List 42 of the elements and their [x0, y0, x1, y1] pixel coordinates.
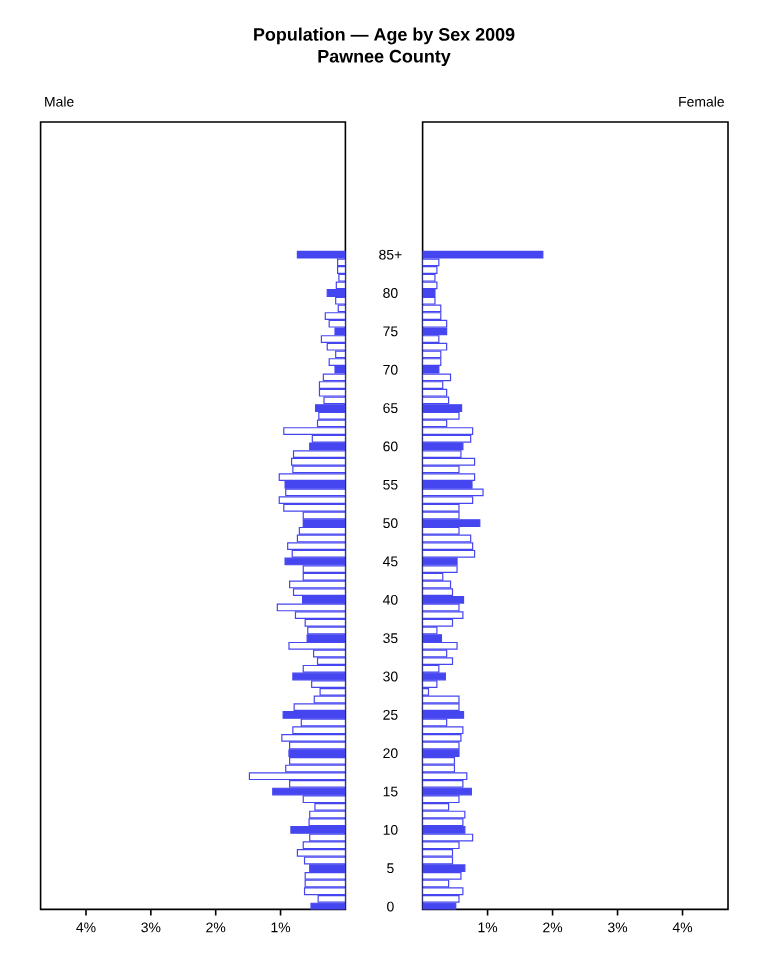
bar: [422, 565, 458, 574]
bar: [422, 434, 472, 443]
bar: [422, 335, 440, 343]
bar: [422, 756, 456, 765]
bar: [422, 749, 460, 758]
bar: [289, 756, 346, 765]
bar: [318, 388, 346, 397]
bar: [422, 358, 442, 366]
bar: [422, 657, 454, 666]
bar: [292, 450, 346, 458]
bar: [422, 427, 474, 435]
bar: [320, 335, 346, 343]
bar: [302, 519, 346, 527]
bar: [288, 749, 346, 758]
bar: [302, 841, 346, 850]
bar: [422, 266, 438, 274]
bar: [310, 902, 346, 910]
bar: [284, 480, 346, 489]
bar: [318, 381, 346, 389]
bar: [422, 848, 454, 857]
bar: [422, 381, 444, 389]
bar: [326, 289, 346, 297]
bar: [328, 358, 346, 366]
bar: [422, 312, 442, 320]
bar: [422, 342, 448, 351]
bar: [282, 710, 346, 719]
bar: [422, 887, 464, 896]
bar: [296, 848, 346, 857]
bar: [422, 703, 460, 712]
bar: [422, 895, 460, 903]
text: Population — Age by Sex 2009: [254, 27, 515, 45]
bar: [278, 473, 346, 481]
bar: [314, 404, 346, 412]
bar: [422, 473, 476, 481]
bar: [278, 496, 346, 504]
bar: [422, 289, 436, 297]
bar: [337, 266, 346, 274]
bar: [324, 312, 346, 320]
text: Pawnee County: [318, 49, 451, 67]
bar: [326, 342, 346, 351]
bar: [422, 611, 464, 620]
bar: [283, 427, 346, 435]
